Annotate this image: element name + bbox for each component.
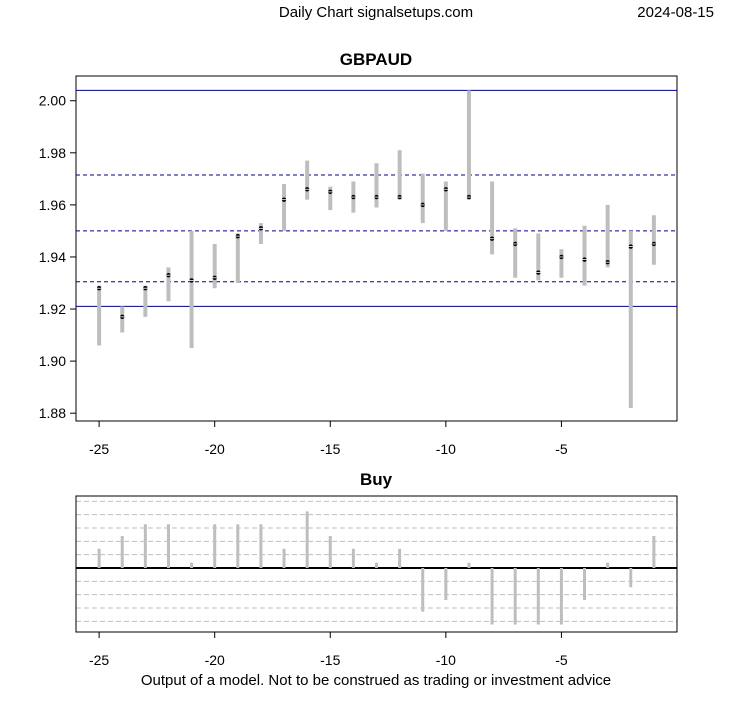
x-tick-label: -25 [89, 652, 109, 668]
signal-chart-title: Buy [360, 470, 393, 489]
y-tick-label: 1.96 [39, 197, 66, 213]
header-date: 2024-08-15 [637, 4, 714, 21]
x-tick-label: -5 [555, 652, 568, 668]
price-panel: 1.88 1.90 1.92 1.94 1.96 1.98 2.00 -25 -20 -15 -10… [39, 75, 678, 457]
x-tick-label: -20 [205, 652, 225, 668]
price-chart-title: GBPAUD [340, 50, 412, 69]
y-tick-label: 1.98 [39, 145, 66, 161]
x-tick-label: -20 [205, 441, 225, 457]
header-source: Daily Chart signalsetups.com [279, 4, 473, 21]
y-tick-label: 1.90 [39, 353, 66, 369]
x-tick-label: -10 [436, 441, 456, 457]
y-tick-label: 1.94 [39, 249, 66, 265]
x-tick-label: -10 [436, 652, 456, 668]
disclaimer-footer: Output of a model. Not to be construed a… [141, 672, 611, 689]
y-tick-label: 2.00 [39, 93, 66, 109]
y-tick-label: 1.88 [39, 405, 66, 421]
x-tick-label: -15 [320, 652, 340, 668]
x-tick-label: -25 [89, 441, 109, 457]
x-tick-label: -5 [555, 441, 568, 457]
signal-plot-frame [75, 495, 678, 633]
price-plot-frame [75, 75, 678, 422]
x-tick-label: -15 [320, 441, 340, 457]
signal-panel: -25 -20 -15 -10 -5 [75, 495, 678, 668]
y-tick-label: 1.92 [39, 301, 66, 317]
